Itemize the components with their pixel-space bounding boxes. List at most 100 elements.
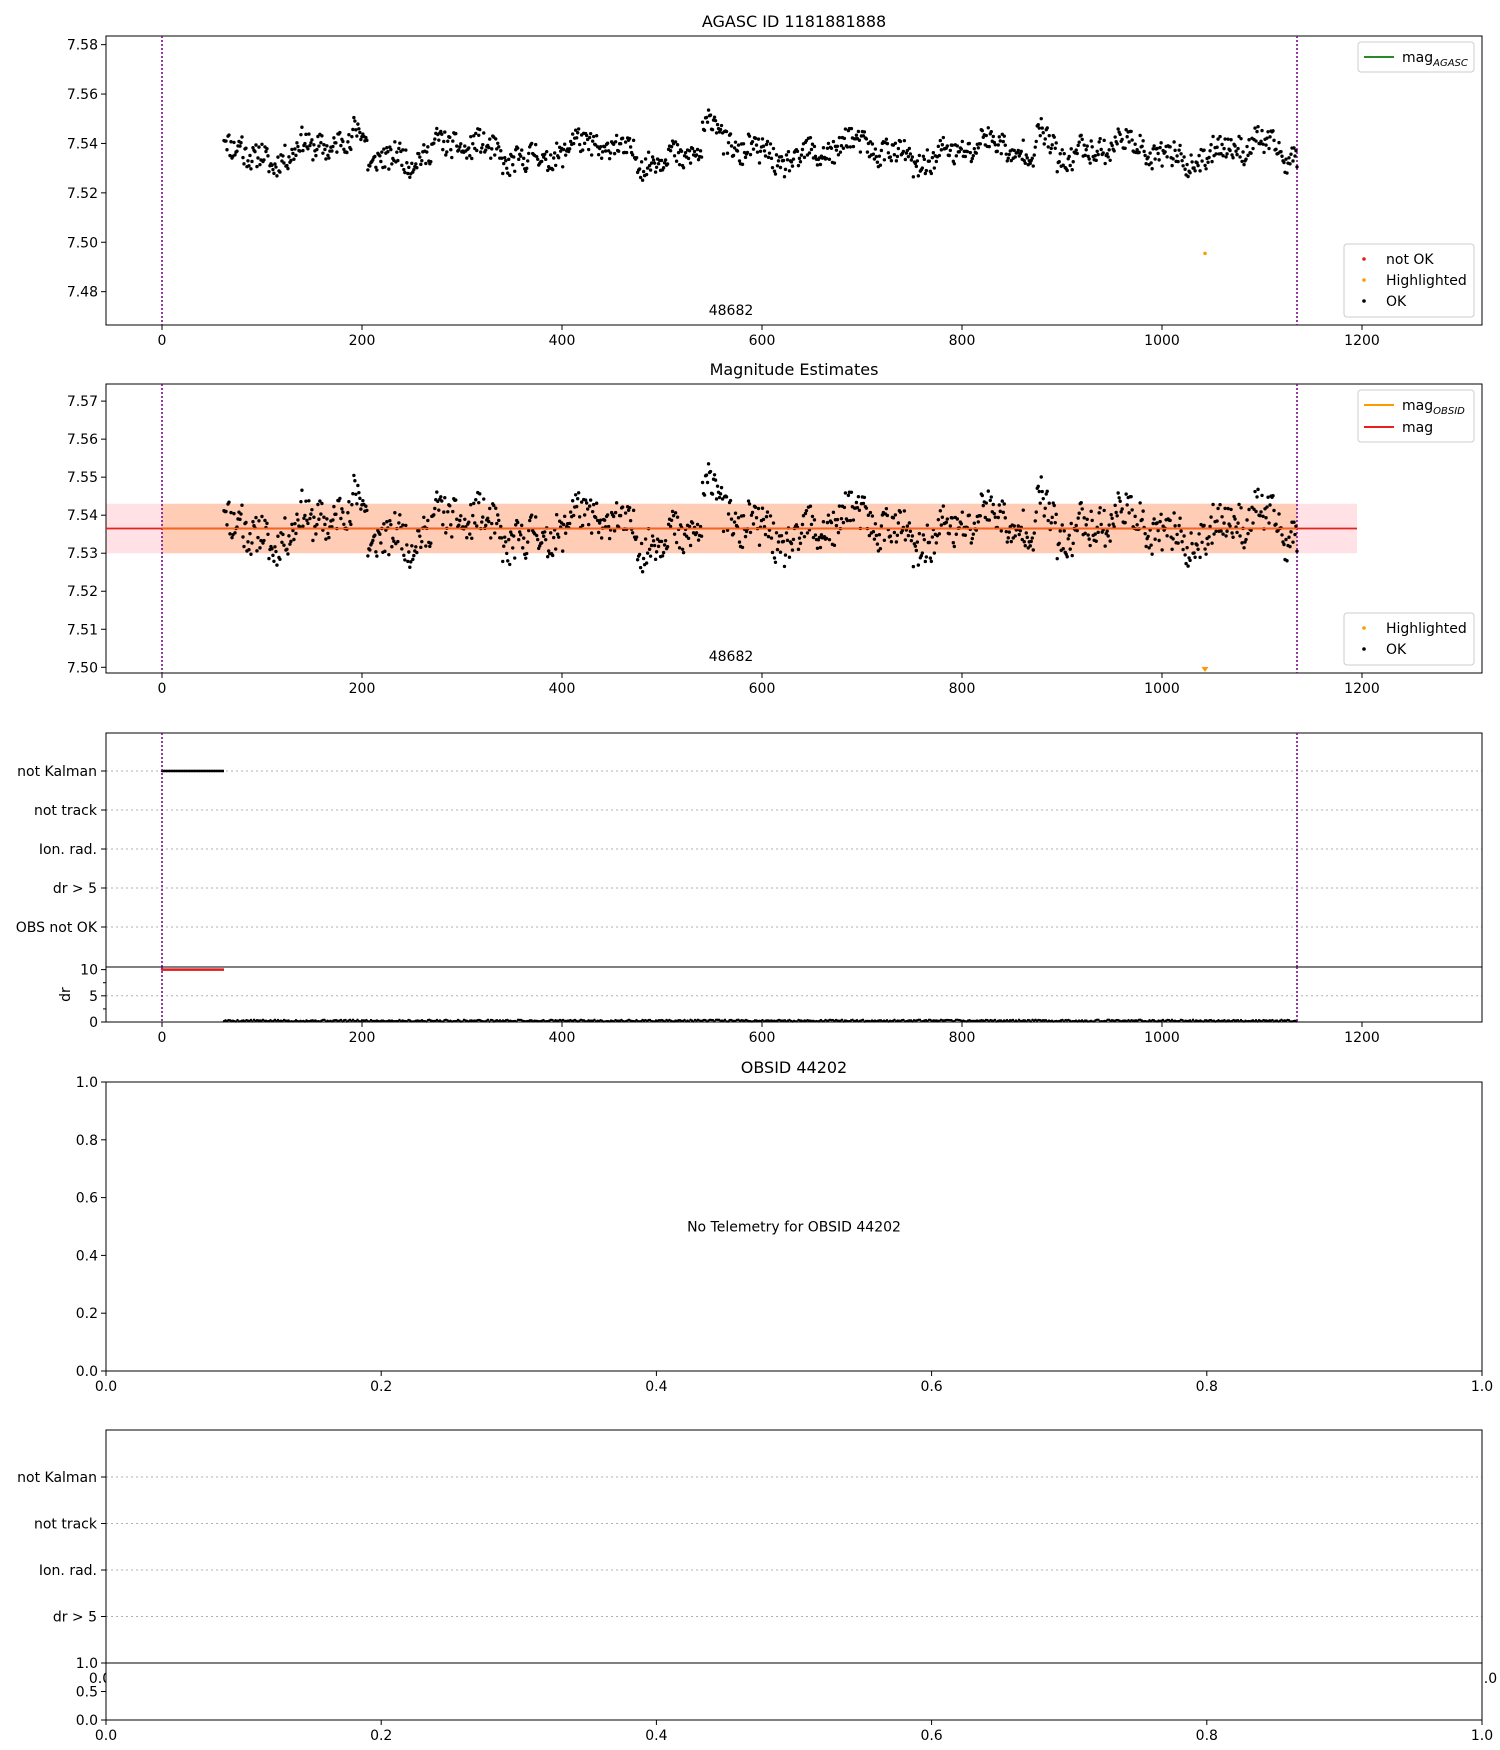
ok-point [1150,167,1154,171]
ok-point [256,156,260,160]
ok-point [698,524,703,529]
not-kalman-flag-point [163,769,166,773]
ok-point [800,522,805,527]
ok-point [841,146,846,150]
ok-point [1071,160,1075,164]
ok-point [681,166,686,170]
dr-point [861,1018,865,1022]
ok-point [457,523,461,527]
ok-point [1268,503,1272,507]
ok-point [798,160,803,164]
ok-point [289,539,293,544]
ok-point [660,554,665,558]
ok-point [888,155,893,159]
ok-point [1207,535,1211,539]
ok-point [618,142,623,146]
ok-point [294,531,298,536]
ok-point [937,153,942,158]
ok-point [334,512,338,516]
ok-point [281,154,285,158]
ok-point [470,536,474,540]
ok-point [656,162,661,166]
ok-point [640,178,645,182]
ok-point [983,515,987,520]
ok-point [1178,143,1182,148]
ok-point [318,499,322,503]
ok-point [315,522,319,527]
ok-point [649,543,654,548]
ok-point [598,144,603,149]
ok-point [815,546,820,550]
ok-point [1202,148,1206,152]
ok-point [1076,516,1080,520]
ok-point [534,515,538,519]
ok-point [710,128,715,132]
ok-point [1225,529,1229,533]
ok-point [1006,156,1010,160]
ok-point [1124,492,1128,496]
ok-point [649,161,654,165]
ok-point [1222,146,1226,151]
ok-point [842,505,847,510]
ok-point [1050,143,1054,147]
ok-point [919,553,924,558]
ok-point [544,149,549,154]
ok-point [898,510,903,514]
ok-point [347,500,351,504]
ok-point [1222,521,1226,525]
ok-point [304,132,308,137]
ok-point [771,521,776,525]
ok-point [1057,541,1061,545]
ok-point [1033,145,1037,149]
ok-point [1066,537,1070,541]
ok-point [446,139,450,143]
ok-point [1206,160,1210,164]
ok-point [1209,142,1213,147]
ok-point [535,533,539,538]
ok-point [303,513,307,518]
ok-point [1195,161,1199,165]
ok-point [1112,149,1116,153]
ok-point [996,515,1000,520]
ok-point [450,155,454,160]
y-tick-label: 7.51 [67,622,98,638]
y-tick-label: 0.8 [76,1133,98,1149]
ok-point [562,142,567,146]
ok-point [584,501,589,505]
ok-point [627,505,632,510]
ok-point [1116,127,1120,131]
ok-point [563,153,568,157]
ok-point [914,164,919,169]
ok-point [1266,495,1270,499]
ok-point [791,537,796,542]
ok-point [954,154,959,158]
ok-point [267,169,271,174]
legend-label: Highlighted [1386,273,1467,289]
ok-point [1256,487,1260,492]
ok-point [385,520,389,524]
ok-point [445,150,449,154]
ok-point [339,516,343,521]
ok-point [1208,524,1212,529]
ok-point [679,149,684,154]
ok-point [482,497,486,501]
ok-point [1235,530,1239,535]
ok-point [997,503,1001,507]
ok-point [248,153,252,158]
ok-point [420,158,424,163]
ok-point [1033,519,1037,523]
dr-red-point [220,968,224,971]
ok-point [923,171,928,176]
ok-point [626,508,631,512]
ok-point [997,135,1001,139]
ok-point [1280,533,1284,537]
y-tick-label: 0.0 [76,1364,98,1380]
ok-point [1235,152,1239,157]
ok-point [867,533,872,538]
ok-point [422,515,426,519]
ok-point [612,529,617,533]
ok-point [1084,523,1088,527]
ok-point [731,531,736,536]
ok-point [294,153,298,158]
dr-point [840,1018,844,1021]
